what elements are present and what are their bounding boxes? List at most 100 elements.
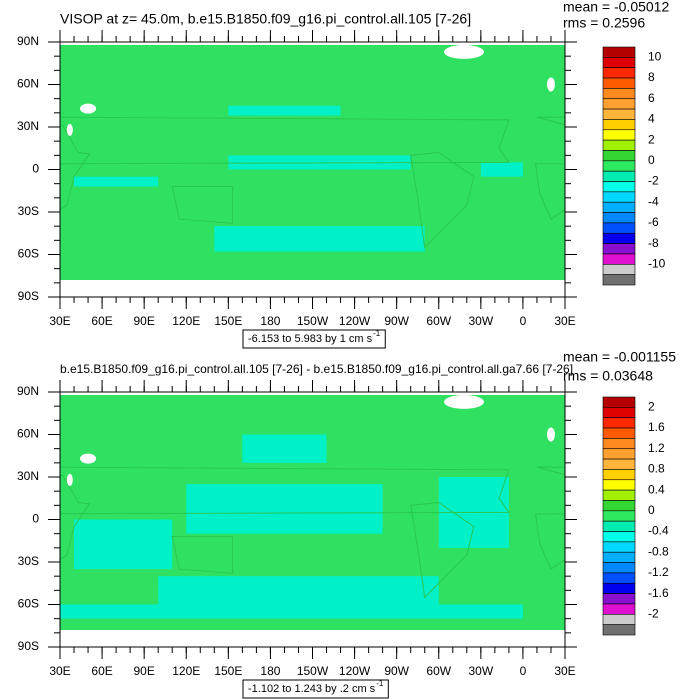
lon-label: 30W [468, 664, 493, 678]
map-field [0, 392, 700, 647]
lat-label: 60S [18, 597, 39, 611]
lon-label: 150W [297, 664, 329, 678]
lon-label: 150E [214, 314, 242, 328]
colorbar-box [602, 541, 636, 553]
colorbar-box [602, 108, 636, 120]
colorbar-box [602, 67, 636, 79]
lon-label: 0 [520, 314, 527, 328]
lon-label: 150E [214, 664, 242, 678]
info-text: -1.102 to 1.243 by .2 cm s [248, 683, 376, 695]
colorbar-label: -1.2 [648, 565, 669, 579]
colorbar-label: -6 [648, 215, 659, 229]
colorbar-label: -2 [648, 606, 659, 620]
colorbar-box [602, 582, 636, 594]
colorbar-box [602, 489, 636, 501]
antarctic-mask [60, 280, 565, 297]
colorbar-box [602, 448, 636, 460]
colorbar-label: 10 [648, 50, 662, 64]
colorbar-box [602, 407, 636, 418]
colorbar-box [602, 253, 636, 265]
colorbar-label: -0.4 [648, 524, 669, 538]
lat-label: 60N [17, 427, 39, 441]
lat-label: 90N [17, 34, 39, 48]
ocean-patch [663, 576, 700, 604]
lat-label: 90N [17, 384, 39, 398]
colorbar-label: 6 [648, 91, 655, 105]
rms-stat: rms = 0.2596 [563, 15, 645, 31]
lon-label: 120W [339, 664, 371, 678]
land-outline [410, 151, 475, 249]
map-field [0, 42, 700, 297]
rms-stat: rms = 0.03648 [563, 368, 653, 384]
ocean-patch [242, 434, 327, 463]
ocean-patch [186, 484, 383, 534]
sea-mask [80, 103, 97, 114]
land-outline [677, 187, 700, 224]
arctic-mask [60, 392, 565, 395]
sea-mask [66, 123, 73, 136]
colorbar-box [602, 427, 636, 439]
lon-label: 90W [384, 664, 409, 678]
lon-label: 30E [554, 314, 575, 328]
colorbar-box [602, 458, 636, 470]
colorbar-box [602, 232, 636, 244]
colorbar-label: -1.6 [648, 586, 669, 600]
arctic-mask [60, 42, 565, 45]
info-box: -6.153 to 5.983 by 1 cm s -1 [242, 329, 386, 349]
colorbar-box [602, 77, 636, 89]
lon-label: 60W [426, 664, 451, 678]
colorbar-box [602, 614, 636, 625]
colorbar-box [602, 593, 636, 605]
info-frame [242, 329, 386, 349]
lon-label: 90E [133, 314, 154, 328]
lon-label: 90E [133, 664, 154, 678]
colorbar-box [602, 469, 636, 481]
colorbar-box [602, 222, 636, 234]
colorbar-box [602, 479, 636, 491]
lat-label: 0 [32, 162, 39, 176]
land-outline [0, 467, 4, 569]
ocean-patch [691, 484, 700, 534]
lat-label: 30N [17, 469, 39, 483]
land-outline [171, 536, 234, 574]
lon-label: 30E [49, 314, 70, 328]
colorbar-box [602, 150, 636, 162]
colorbar-label: 0 [648, 503, 655, 517]
colorbar-box [602, 274, 636, 286]
ocean-patch [60, 604, 523, 619]
lat-label: 30S [18, 204, 39, 218]
colorbar-label: -10 [648, 256, 666, 270]
colorbar-label: -2 [648, 174, 659, 188]
land-outline [0, 117, 4, 219]
colorbar-box [602, 88, 636, 100]
lon-label: 120W [339, 314, 371, 328]
colorbar-box [602, 264, 636, 275]
colorbar-box [602, 531, 636, 543]
colorbar-box [602, 551, 636, 563]
colorbar-box [602, 201, 636, 213]
colorbar-box [602, 520, 636, 532]
lat-label: 90S [18, 289, 39, 303]
info-superscript: -1 [376, 679, 384, 688]
colorbar-label: -0.8 [648, 544, 669, 558]
colorbar-box [602, 500, 636, 512]
lat-label: 90S [18, 639, 39, 653]
colorbar-box [602, 191, 636, 203]
colorbar-label: 0.4 [648, 482, 665, 496]
land-outline [171, 186, 234, 224]
ocean-patch [214, 226, 425, 252]
mean-stat: mean = -0.001155 [563, 349, 676, 365]
lon-label: 180 [260, 314, 280, 328]
colorbar-label: 2 [648, 132, 655, 146]
greenland-mask [444, 44, 484, 59]
lat-label: 60S [18, 247, 39, 261]
ocean-patch [74, 519, 173, 570]
info-box: -1.102 to 1.243 by .2 cm s -1 [242, 679, 389, 699]
panel-title: VISOP at z= 45.0m, b.e15.B1850.f09_g16.p… [60, 11, 471, 27]
colorbar-box [602, 160, 636, 172]
colorbar-label: -4 [648, 194, 659, 208]
colorbar-box [602, 562, 636, 574]
ocean-patch [0, 162, 18, 176]
lon-label: 60E [91, 664, 112, 678]
